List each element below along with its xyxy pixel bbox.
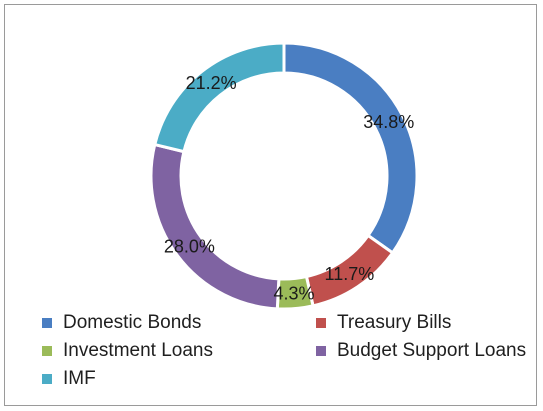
legend: Domestic Bonds Treasury Bills Investment…	[40, 312, 540, 402]
donut-chart: 34.8% 11.7% 4.3% 28.0% 21.2%	[149, 41, 419, 311]
legend-item-treasury-bills: Treasury Bills	[316, 312, 451, 334]
data-label: 34.8%	[363, 112, 414, 132]
legend-item-budget-support-loans: Budget Support Loans	[316, 340, 526, 362]
data-label: 4.3%	[273, 284, 314, 304]
legend-swatch	[42, 346, 52, 356]
legend-item-imf: IMF	[42, 368, 96, 390]
donut-slice-imf	[152, 41, 286, 154]
donut-slices	[149, 41, 419, 311]
legend-label: Domestic Bonds	[63, 312, 202, 333]
legend-label: IMF	[63, 368, 96, 389]
data-label: 11.7%	[325, 264, 375, 284]
legend-swatch	[42, 374, 52, 384]
legend-item-investment-loans: Investment Loans	[42, 340, 213, 362]
legend-label: Investment Loans	[63, 340, 213, 361]
data-label: 28.0%	[164, 237, 215, 257]
legend-label: Budget Support Loans	[337, 340, 527, 361]
legend-item-domestic-bonds: Domestic Bonds	[42, 312, 201, 334]
data-labels: 34.8% 11.7% 4.3% 28.0% 21.2%	[164, 73, 414, 303]
data-label: 21.2%	[186, 73, 237, 93]
legend-swatch	[316, 346, 326, 356]
donut-slice-budget-support-loans	[149, 142, 281, 311]
legend-swatch	[42, 318, 52, 328]
legend-swatch	[316, 318, 326, 328]
donut-slice-domestic-bonds	[282, 41, 419, 255]
legend-label: Treasury Bills	[337, 312, 452, 333]
